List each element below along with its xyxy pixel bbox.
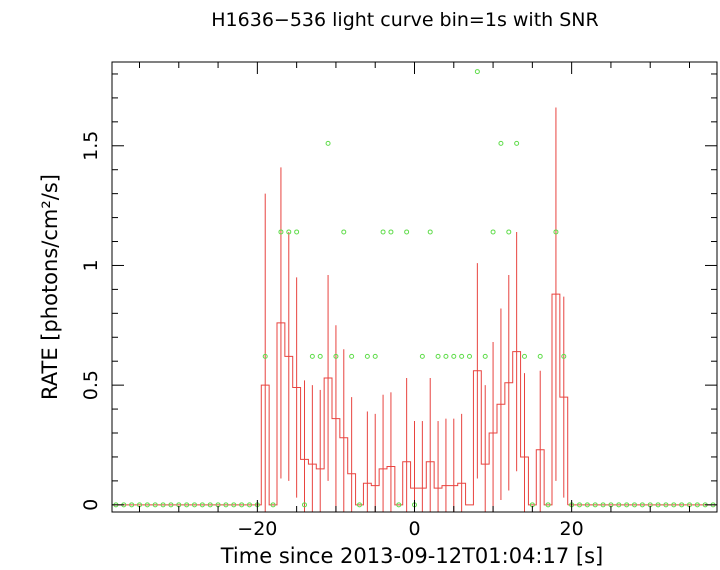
snr-point — [482, 353, 488, 359]
snr-point — [506, 229, 512, 235]
y-tick-label: 1 — [80, 259, 102, 271]
snr-point — [349, 353, 355, 359]
snr-point — [663, 502, 669, 508]
snr-point — [270, 502, 276, 508]
snr-point — [616, 502, 622, 508]
snr-point — [498, 140, 504, 146]
y-tick-label: 1.5 — [80, 131, 102, 161]
snr-point — [435, 353, 441, 359]
snr-point — [199, 502, 205, 508]
snr-point — [372, 353, 378, 359]
snr-point — [561, 353, 567, 359]
snr-point — [129, 502, 135, 508]
snr-point — [333, 353, 339, 359]
snr-point — [694, 502, 700, 508]
snr-point — [168, 502, 174, 508]
snr-point — [545, 502, 551, 508]
snr-point — [317, 353, 323, 359]
snr-point — [467, 353, 472, 359]
snr-point — [443, 353, 449, 359]
snr-point — [380, 229, 386, 235]
snr-point — [396, 502, 402, 508]
snr-point — [404, 229, 410, 235]
rate-histogram-line — [253, 293, 569, 506]
y-axis-label: RATE [photons/cm²/s] — [38, 174, 62, 400]
snr-point — [459, 353, 465, 359]
snr-point — [592, 502, 598, 508]
snr-point — [231, 502, 237, 508]
y-tick-label: 0 — [80, 499, 102, 511]
snr-point — [144, 502, 150, 508]
snr-point — [247, 502, 252, 508]
y-tick-label: 0.5 — [80, 370, 102, 400]
snr-point — [553, 229, 559, 235]
snr-point — [584, 502, 590, 508]
snr-point — [325, 140, 331, 146]
snr-point — [522, 353, 527, 359]
x-tick-label: 0 — [408, 518, 420, 540]
snr-point — [278, 229, 284, 235]
snr-point — [427, 229, 433, 235]
snr-point — [341, 229, 347, 235]
snr-point — [671, 502, 677, 508]
snr-point — [286, 229, 292, 235]
snr-point — [639, 502, 645, 508]
snr-point — [490, 229, 496, 235]
snr-point — [514, 140, 520, 146]
snr-point — [624, 502, 630, 508]
snr-point — [262, 353, 268, 359]
snr-point — [679, 502, 685, 508]
snr-point — [577, 502, 582, 508]
snr-point — [388, 229, 394, 235]
snr-point — [184, 502, 190, 508]
snr-point — [419, 353, 425, 359]
snr-point — [632, 502, 637, 508]
snr-point — [364, 353, 370, 359]
snr-point — [152, 502, 158, 508]
snr-point — [537, 353, 543, 359]
x-tick-label: −20 — [237, 518, 277, 540]
snr-point — [451, 353, 457, 359]
snr-point — [239, 502, 245, 508]
x-axis-label: Time since 2013-09-12T01:04:17 [s] — [220, 544, 603, 568]
snr-point — [192, 502, 197, 508]
snr-point — [309, 353, 315, 359]
snr-point — [223, 502, 229, 508]
snr-point — [302, 502, 307, 508]
plot-area — [112, 69, 717, 512]
snr-point — [294, 229, 300, 235]
x-tick-label: 20 — [560, 518, 584, 540]
snr-point — [655, 502, 661, 508]
snr-point — [600, 502, 606, 508]
snr-point — [357, 502, 362, 508]
snr-point — [207, 502, 213, 508]
snr-point — [160, 502, 166, 508]
snr-point — [474, 69, 480, 75]
chart-title: H1636−536 light curve bin=1s with SNR — [211, 9, 598, 31]
axis-ticks: −20 0 20 0 0.5 1 1.5 — [80, 62, 717, 540]
